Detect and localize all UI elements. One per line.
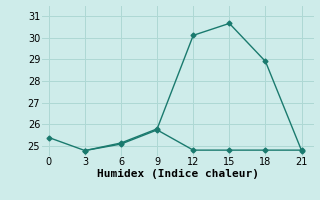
X-axis label: Humidex (Indice chaleur): Humidex (Indice chaleur) — [97, 169, 259, 179]
